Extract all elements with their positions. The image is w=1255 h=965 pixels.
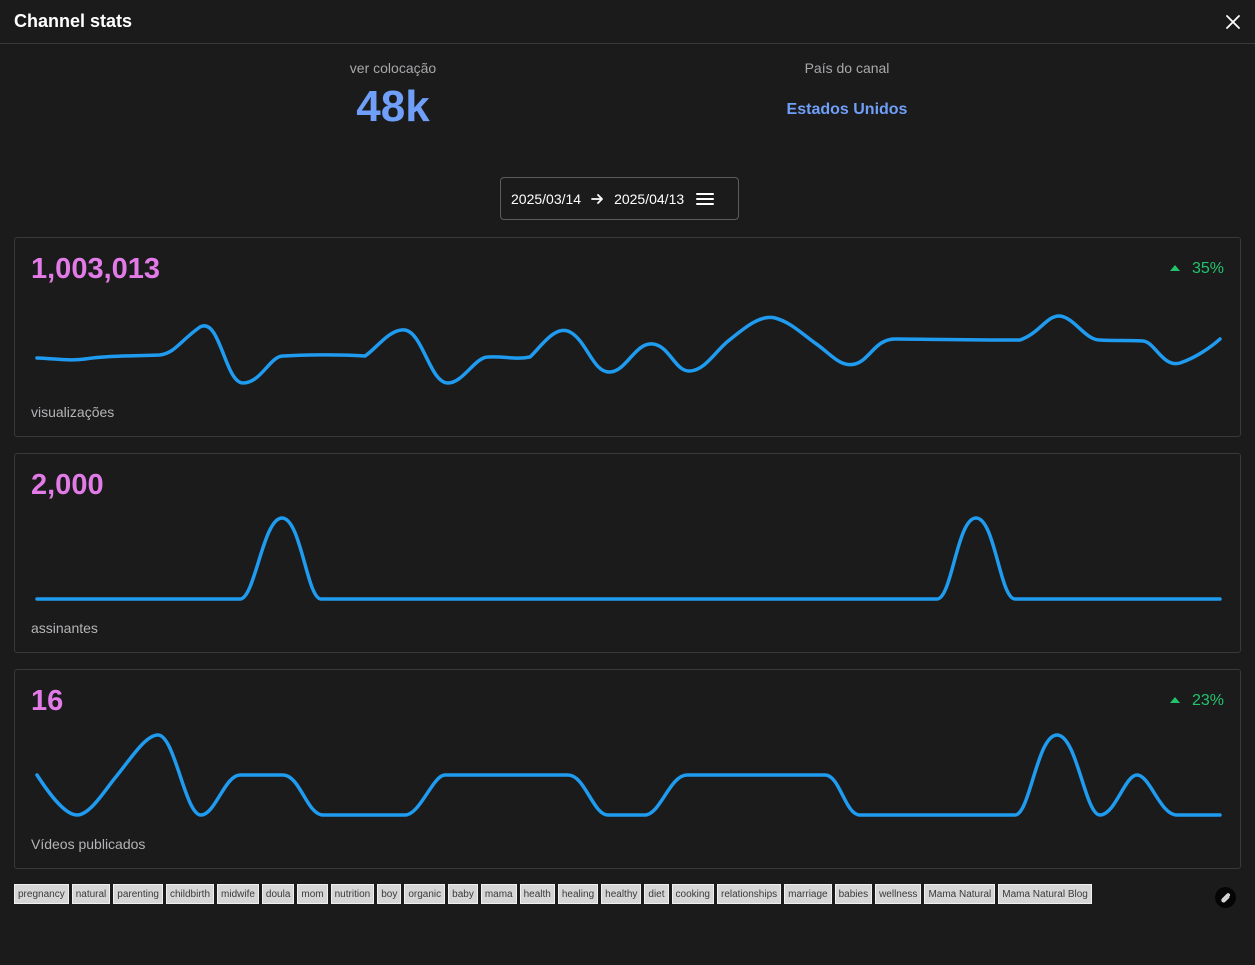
tag-chip[interactable]: marriage [784, 884, 832, 904]
tag-chip[interactable]: nutrition [330, 884, 375, 904]
videos-change: 23% [1169, 692, 1224, 710]
country-value: Estados Unidos [786, 101, 908, 118]
videos-card: 16 23% Vídeos publicados [14, 669, 1241, 869]
videos-total: 16 [31, 685, 64, 717]
tag-chip[interactable]: Mama Natural [924, 884, 996, 904]
videos-sparkline [35, 733, 1222, 817]
tag-chip[interactable]: healing [557, 884, 599, 904]
tag-chip[interactable]: diet [644, 884, 669, 904]
views-sparkline [35, 314, 1222, 385]
menu-icon[interactable] [696, 192, 715, 206]
tag-list: pregnancy natural parenting childbirth m… [14, 884, 1154, 904]
views-change: 35% [1169, 260, 1224, 278]
trend-up-icon [1169, 265, 1180, 271]
tag-chip[interactable]: mom [297, 884, 328, 904]
tag-chip[interactable]: cooking [671, 884, 714, 904]
close-icon[interactable] [1224, 13, 1242, 31]
tag-chip[interactable]: midwife [217, 884, 259, 904]
subscribers-total: 2,000 [31, 469, 104, 501]
subscribers-card: 2,000 assinantes [14, 453, 1241, 653]
dialog-header: Channel stats [0, 0, 1255, 44]
videos-change-value: 23% [1191, 692, 1224, 709]
views-sparkline-path [35, 314, 1222, 385]
tag-chip[interactable]: mama [480, 884, 517, 904]
tag-chip[interactable]: healthy [601, 884, 642, 904]
tag-chip[interactable]: parenting [113, 884, 163, 904]
tag-chip[interactable]: childbirth [165, 884, 215, 904]
tag-chip[interactable]: babies [834, 884, 873, 904]
views-caption: visualizações [31, 404, 115, 420]
views-total: 1,003,013 [31, 253, 161, 285]
rank-label: ver colocação [349, 60, 437, 76]
tag-chip[interactable]: baby [448, 884, 478, 904]
subscribers-sparkline [35, 516, 1222, 601]
views-card: 1,003,013 35% visualizações [14, 237, 1241, 437]
videos-caption: Vídeos publicados [31, 836, 146, 852]
rank-value: 48k [356, 82, 430, 131]
tag-chip[interactable]: health [519, 884, 555, 904]
tag-chip[interactable]: pregnancy [14, 884, 69, 904]
tag-chip[interactable]: organic [404, 884, 446, 904]
dialog-title: Channel stats [14, 11, 133, 31]
videos-sparkline-path [35, 733, 1222, 817]
country-label: País do canal [804, 60, 890, 76]
views-change-value: 35% [1191, 260, 1224, 277]
tag-chip[interactable]: relationships [716, 884, 782, 904]
paperclip-icon[interactable] [1215, 887, 1236, 908]
subscribers-caption: assinantes [31, 620, 98, 636]
tag-chip[interactable]: Mama Natural Blog [998, 884, 1092, 904]
tag-chip[interactable]: doula [261, 884, 295, 904]
tag-chip[interactable]: natural [71, 884, 111, 904]
date-range-end: 2025/04/13 [614, 190, 685, 207]
date-range-picker[interactable]: 2025/03/14 2025/04/13 [500, 177, 739, 220]
trend-up-icon [1169, 697, 1180, 703]
tag-chip[interactable]: wellness [875, 884, 922, 904]
tag-chip[interactable]: boy [377, 884, 402, 904]
arrow-right-icon [591, 193, 604, 205]
date-range-start: 2025/03/14 [511, 190, 582, 207]
subscribers-sparkline-path [35, 516, 1222, 601]
